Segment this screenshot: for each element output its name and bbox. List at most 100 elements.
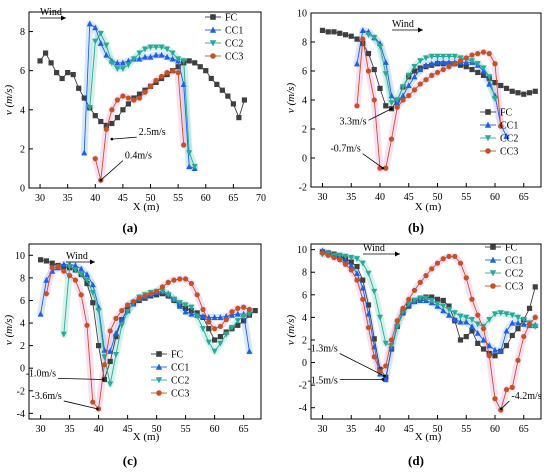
data-point-cc1	[348, 262, 355, 269]
data-point-fc	[230, 101, 236, 107]
data-point-fc	[463, 64, 469, 70]
x-tick-label: 60	[210, 424, 220, 435]
data-point-cc2	[103, 42, 110, 49]
annotation-label: -1.3m/s	[307, 344, 337, 355]
data-point-cc3	[394, 318, 400, 324]
data-point-cc1	[211, 314, 218, 320]
data-point-fc	[480, 346, 487, 352]
data-point-cc2	[107, 381, 114, 388]
data-point-cc1	[359, 27, 366, 33]
data-point-cc2	[492, 311, 498, 318]
data-point-cc1	[492, 346, 498, 353]
annotation-arrowhead-icon	[381, 166, 385, 170]
annotation-arrowhead-icon	[99, 178, 103, 182]
x-tick-label: 45	[404, 192, 414, 203]
y-tick-label: 6	[302, 290, 307, 301]
data-point-cc3	[417, 279, 423, 285]
data-point-fc	[92, 113, 98, 119]
data-point-cc3	[446, 253, 452, 260]
data-point-cc3	[365, 68, 372, 74]
data-point-fc	[337, 30, 343, 36]
data-point-cc3	[43, 291, 50, 297]
data-point-cc3	[154, 288, 160, 295]
y-tick-label: 2	[20, 341, 25, 352]
x-tick-label: 60	[490, 424, 500, 435]
data-point-cc1	[451, 316, 458, 323]
data-point-cc3	[319, 250, 326, 256]
series-line-fc	[39, 52, 245, 126]
data-point-cc2	[411, 297, 418, 304]
data-point-cc2	[175, 56, 182, 63]
x-tick-label: 40	[375, 424, 385, 435]
legend-label-fc: FC	[225, 13, 238, 24]
data-point-cc1	[515, 319, 521, 326]
annotation-label: -4.2m/s	[511, 391, 541, 402]
data-point-cc1	[188, 310, 195, 317]
data-point-cc3	[406, 296, 412, 302]
data-point-cc3	[223, 317, 229, 323]
data-point-cc2	[84, 277, 90, 284]
data-point-cc3	[331, 254, 337, 261]
data-point-cc3	[130, 298, 136, 305]
data-point-cc2	[440, 303, 447, 310]
data-point-cc2	[205, 339, 212, 346]
data-point-cc1	[486, 80, 493, 87]
y-tick-label: 10	[297, 245, 307, 256]
x-tick-label: 55	[173, 193, 183, 204]
annotation-label: 3.3m/s	[340, 116, 367, 127]
data-point-cc2	[388, 100, 395, 107]
data-point-cc3	[241, 304, 247, 310]
data-point-fc	[360, 277, 366, 283]
data-point-cc3	[49, 265, 55, 271]
data-point-cc3	[206, 319, 212, 325]
x-tick-label: 50	[152, 424, 162, 435]
data-point-cc3	[411, 87, 418, 93]
data-point-fc	[37, 58, 43, 64]
data-point-fc	[188, 308, 194, 314]
x-tick-label: 40	[90, 193, 100, 204]
data-point-cc3	[136, 95, 143, 101]
annotation-arrowhead-icon	[390, 107, 393, 110]
legend-label-cc3: CC3	[225, 52, 243, 63]
data-point-cc3	[159, 284, 165, 290]
data-point-cc3	[170, 68, 176, 74]
data-point-fc	[241, 318, 247, 324]
panel-d: 30 35 40 45 50 55 60 65 -4 -2 0 2 4 6 8 10 X (m) v (m/s) (…	[285, 243, 542, 469]
data-point-cc1	[405, 82, 412, 89]
data-point-fc	[469, 66, 475, 73]
data-point-fc	[331, 29, 337, 35]
data-point-cc1	[158, 51, 165, 58]
data-point-cc2	[182, 302, 189, 309]
data-point-cc1	[474, 329, 481, 336]
wind-label: Wind	[66, 251, 88, 262]
data-point-cc2	[348, 254, 355, 261]
data-point-cc1	[342, 257, 349, 264]
data-point-fc	[492, 353, 498, 359]
data-point-cc1	[440, 307, 447, 314]
data-point-cc2	[124, 309, 131, 315]
data-point-cc3	[383, 363, 389, 369]
data-point-cc1	[97, 40, 104, 46]
glow-cc2	[365, 31, 499, 107]
data-point-cc2	[158, 44, 165, 51]
data-point-cc2	[469, 317, 475, 323]
data-point-cc2	[217, 340, 224, 347]
data-point-fc	[175, 64, 181, 70]
y-tick-label: 4	[302, 96, 307, 107]
data-point-cc1	[440, 59, 447, 65]
data-point-cc2	[72, 267, 79, 274]
data-point-fc	[107, 358, 113, 365]
data-point-fc	[469, 328, 475, 334]
data-point-fc	[446, 303, 452, 309]
annotation-arrowhead-icon	[110, 137, 114, 141]
data-point-fc	[186, 58, 192, 64]
data-point-fc	[498, 82, 504, 89]
data-point-fc	[503, 343, 510, 349]
data-point-fc	[217, 333, 223, 340]
data-point-cc2	[60, 331, 67, 338]
data-point-fc	[84, 280, 90, 287]
data-point-cc1	[43, 276, 50, 283]
data-point-fc	[103, 122, 109, 129]
data-point-cc1	[446, 311, 452, 318]
